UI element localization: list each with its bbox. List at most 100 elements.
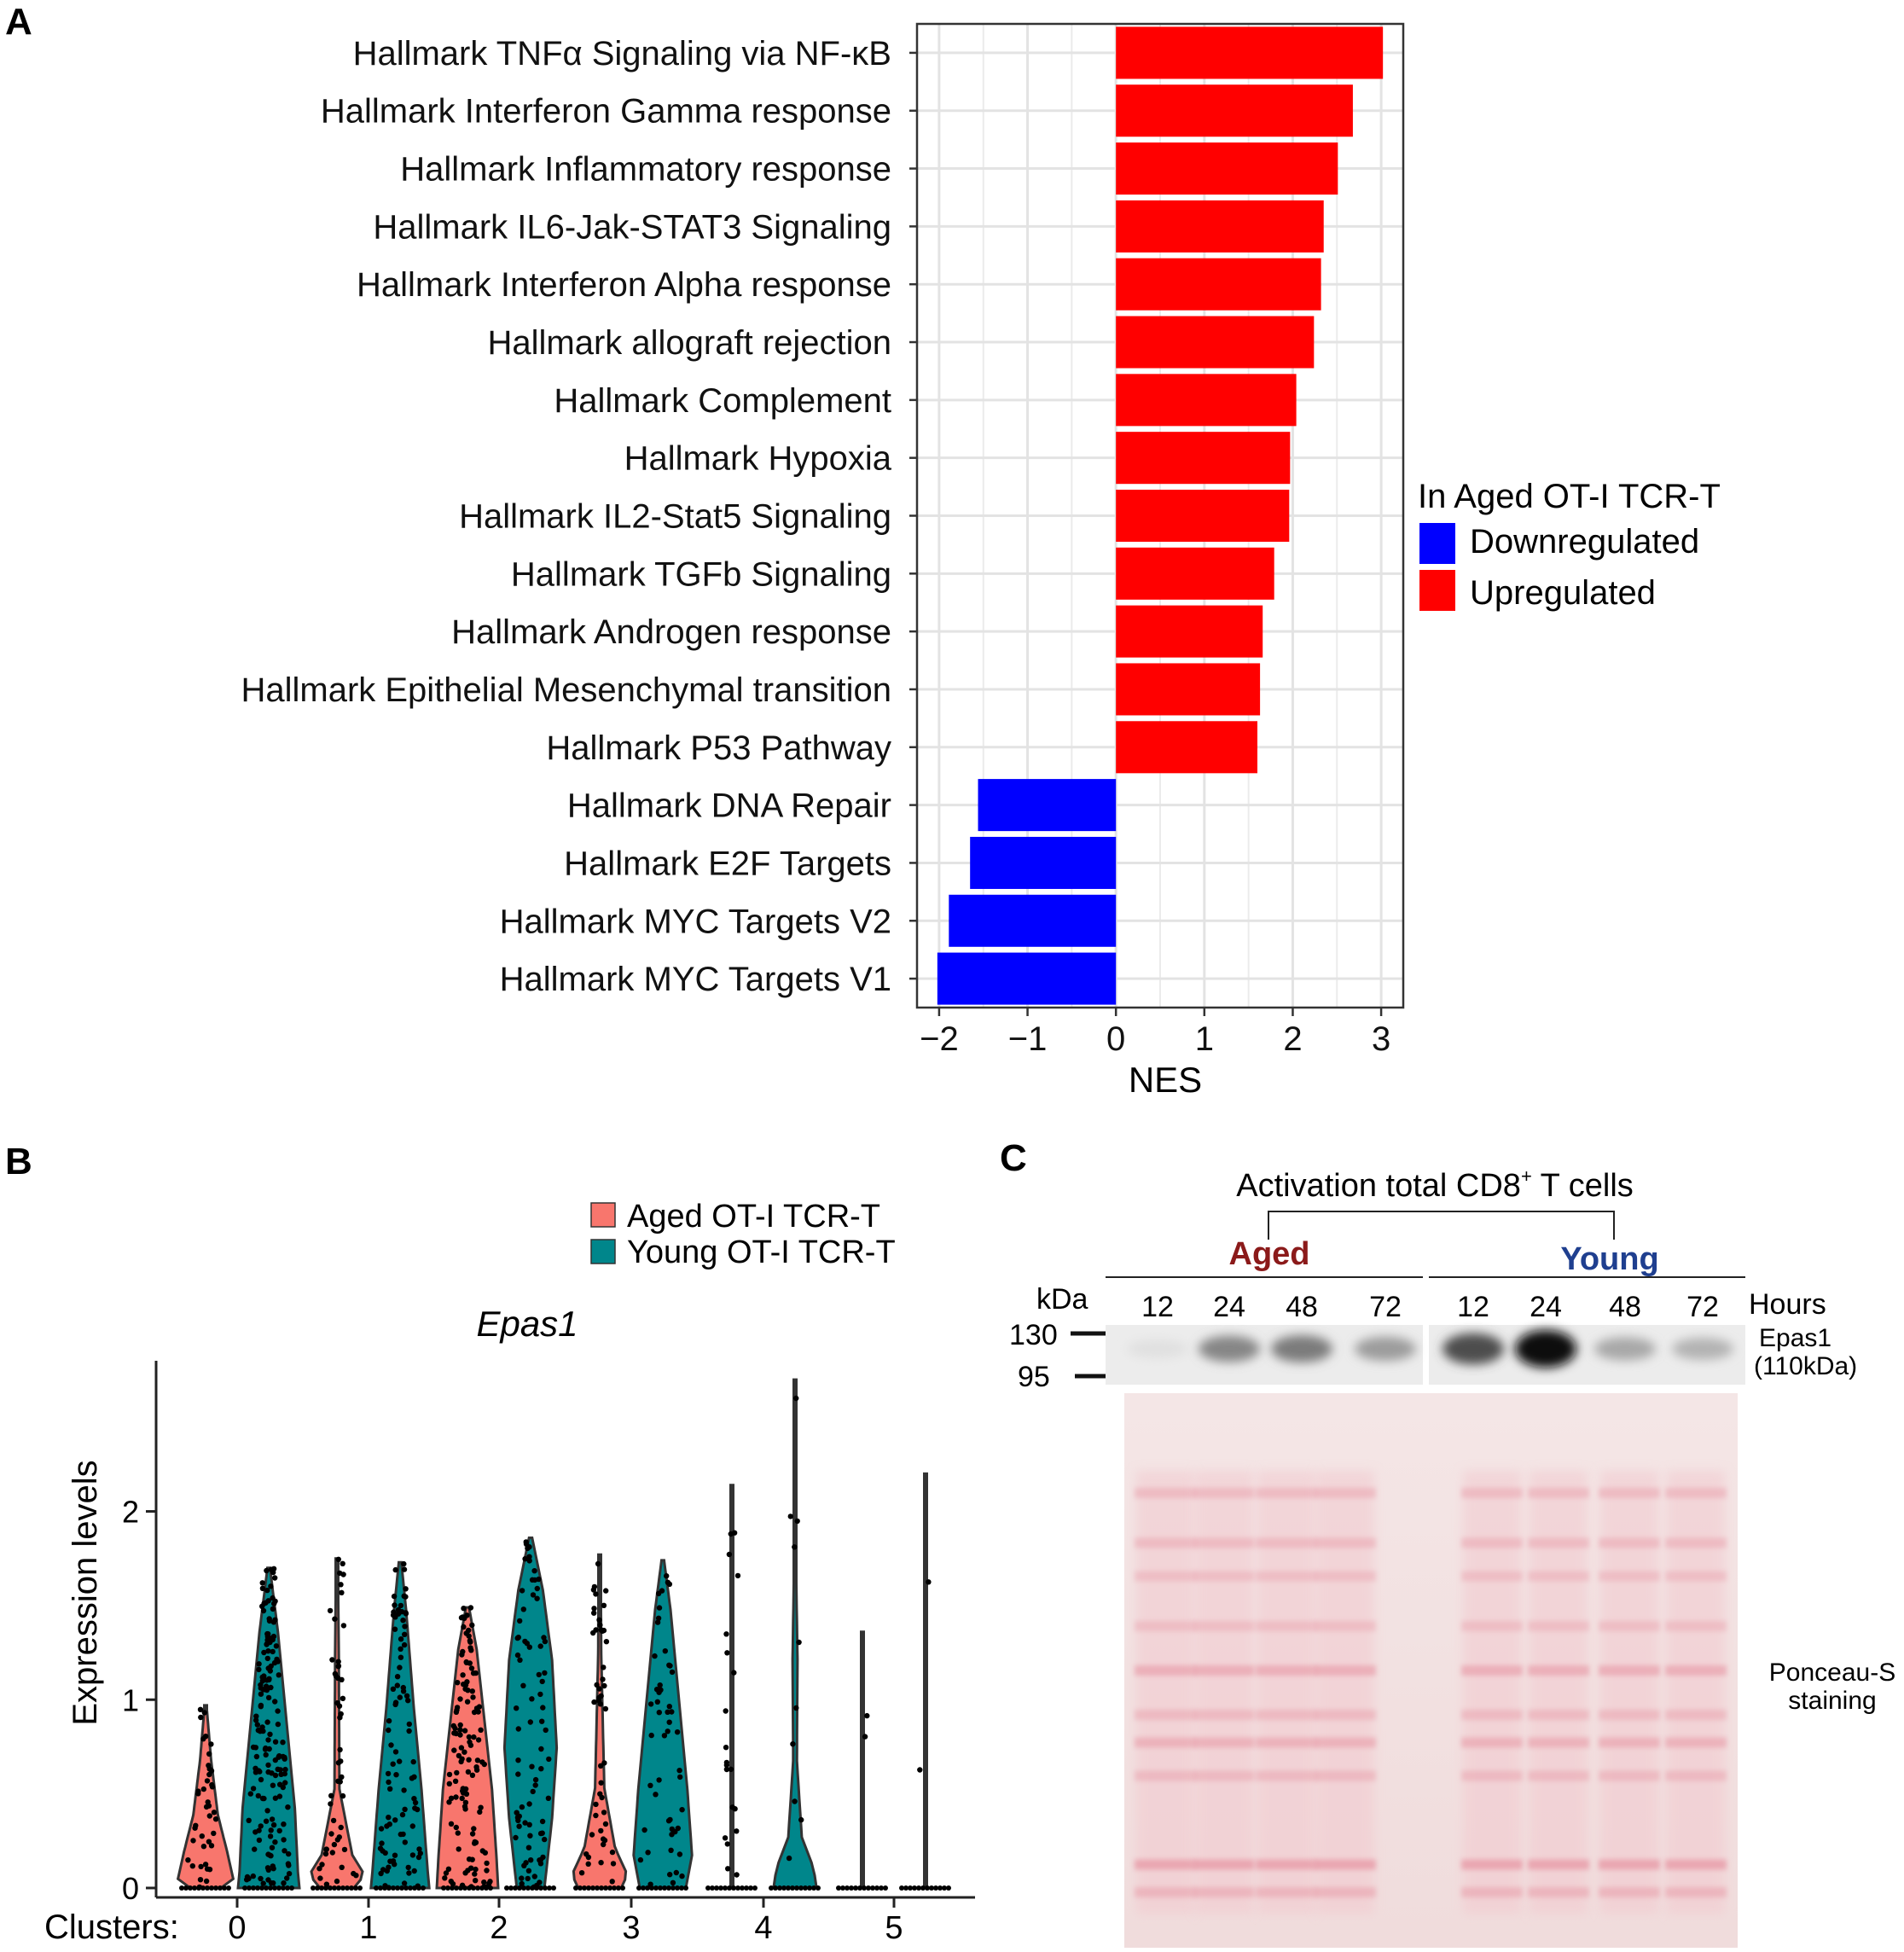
cell-point <box>272 1839 278 1845</box>
cell-point <box>311 1885 316 1891</box>
lane-label: 24 <box>1530 1291 1562 1323</box>
ponceau-band <box>1315 1887 1376 1897</box>
cell-point <box>410 1758 416 1765</box>
cell-point <box>398 1636 404 1642</box>
cell-point <box>254 1722 260 1728</box>
lane-label: 12 <box>1457 1291 1489 1323</box>
cell-point <box>464 1612 470 1618</box>
cell-point <box>416 1846 422 1852</box>
lane-label: 72 <box>1369 1291 1402 1323</box>
cell-point <box>276 1827 282 1834</box>
cell-point <box>460 1672 466 1678</box>
cell-point <box>253 1713 259 1719</box>
cell-point <box>676 1851 683 1857</box>
violin-legend: Aged OT-I TCR-T Young OT-I TCR-T <box>590 1199 896 1270</box>
panel-label-c: C <box>1000 1137 1027 1179</box>
cell-point <box>386 1815 392 1821</box>
ponceau-band <box>1315 1665 1376 1676</box>
ponceau-band <box>1135 1621 1196 1631</box>
cell-point <box>392 1817 398 1823</box>
cell-point <box>390 1686 397 1693</box>
blot-title: Activation total CD8+ T cells <box>1236 1165 1634 1204</box>
cell-point <box>281 1837 287 1843</box>
cell-point <box>543 1885 548 1891</box>
cell-point <box>251 1885 256 1891</box>
cell-point <box>386 1885 392 1891</box>
cell-point <box>525 1845 532 1850</box>
cell-point <box>323 1885 328 1891</box>
cell-point <box>532 1782 538 1788</box>
cell-point <box>657 1682 663 1688</box>
cell-point <box>917 1767 923 1773</box>
category-label: Hallmark Inflammatory response <box>400 151 891 189</box>
cell-point <box>585 1861 591 1867</box>
cell-point <box>525 1875 531 1882</box>
cell-point <box>386 1717 392 1724</box>
ponceau-band <box>1665 1710 1727 1720</box>
cell-point <box>603 1639 610 1645</box>
lane-label: 48 <box>1286 1291 1318 1323</box>
cell-point <box>269 1770 275 1776</box>
cell-point <box>811 1885 816 1891</box>
cell-point <box>183 1885 189 1891</box>
cell-point <box>656 1777 662 1783</box>
cell-point <box>328 1792 334 1798</box>
cell-point <box>190 1838 196 1844</box>
cell-point <box>479 1848 485 1854</box>
cell-point <box>537 1643 543 1649</box>
cell-point <box>792 1544 798 1550</box>
cell-point <box>323 1846 329 1852</box>
cell-point <box>519 1804 525 1810</box>
cell-point <box>401 1641 408 1648</box>
cell-point <box>457 1727 463 1733</box>
blot-title-main: Activation total CD8 <box>1236 1168 1521 1204</box>
cell-point <box>752 1885 758 1891</box>
cell-point <box>406 1870 412 1876</box>
ponceau-band <box>1599 1665 1660 1676</box>
cell-point <box>185 1857 191 1863</box>
cell-point <box>208 1843 215 1849</box>
cell-point <box>258 1702 264 1709</box>
ponceau-lane-smear <box>1136 1471 1194 1914</box>
cell-point <box>476 1704 483 1710</box>
cell-point <box>256 1661 262 1667</box>
cell-point <box>337 1779 343 1785</box>
cell-point <box>198 1863 204 1870</box>
cell-point <box>403 1885 409 1891</box>
legend-label-upregulated: Upregulated <box>1470 574 1656 612</box>
ponceau-lane-smear <box>1195 1471 1253 1914</box>
cell-point <box>461 1606 467 1612</box>
ponceau-band <box>1256 1571 1317 1582</box>
cell-point <box>798 1816 804 1823</box>
cell-point <box>458 1745 465 1751</box>
ponceau-band <box>1256 1665 1317 1676</box>
cell-point <box>469 1622 475 1629</box>
cell-point <box>443 1870 450 1876</box>
cell-point <box>674 1729 681 1735</box>
ponceau-band <box>1461 1488 1523 1498</box>
cell-point <box>209 1885 214 1891</box>
cell-point <box>393 1772 399 1778</box>
cell-point <box>222 1885 227 1891</box>
cell-point <box>258 1776 264 1783</box>
ponceau-band <box>1256 1859 1317 1870</box>
cell-point <box>793 1705 799 1711</box>
nes-bar <box>1116 432 1291 485</box>
cell-point <box>781 1885 787 1891</box>
epas1-band <box>1271 1335 1332 1362</box>
violin-aged-cluster-5 <box>860 1630 865 1890</box>
ponceau-band <box>1461 1621 1523 1631</box>
cell-point <box>467 1645 473 1651</box>
cell-point <box>514 1635 520 1641</box>
cluster-tick-label: 3 <box>622 1910 640 1946</box>
legend-swatch-downregulated <box>1419 523 1455 564</box>
nes-legend-title: In Aged OT-I TCR-T <box>1418 478 1721 515</box>
cell-point <box>899 1885 904 1891</box>
cell-point <box>601 1810 607 1815</box>
cell-point <box>668 1847 674 1853</box>
ponceau-band <box>1135 1537 1196 1548</box>
cell-point <box>470 1670 477 1676</box>
cell-point <box>203 1878 210 1885</box>
cell-point <box>599 1794 605 1801</box>
cell-point <box>268 1885 273 1891</box>
